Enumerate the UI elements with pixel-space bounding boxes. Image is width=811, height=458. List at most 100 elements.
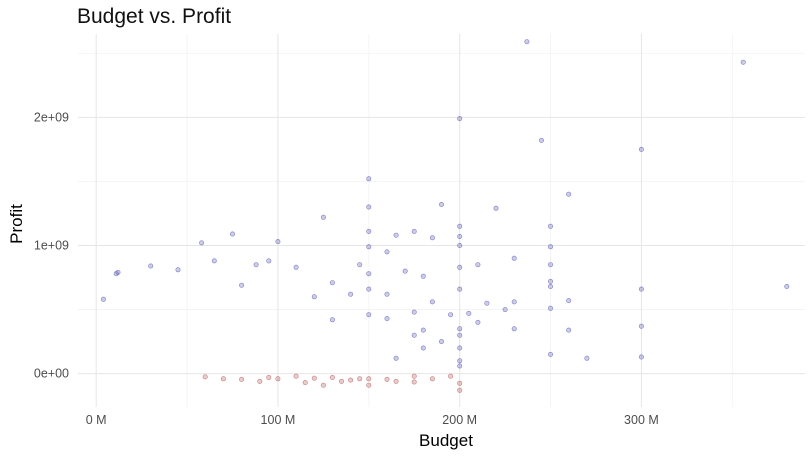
data-point — [311, 294, 317, 300]
data-point — [411, 379, 417, 385]
data-point — [199, 240, 205, 246]
x-tick-label: 100 M — [261, 413, 296, 427]
data-point — [329, 280, 335, 286]
data-point — [457, 116, 463, 122]
data-point — [429, 235, 435, 241]
data-point — [275, 239, 281, 245]
data-point — [438, 202, 444, 208]
data-point — [438, 339, 444, 345]
data-point — [538, 137, 544, 143]
x-tick-label: 0 M — [86, 413, 107, 427]
data-point — [457, 380, 463, 386]
data-point — [239, 282, 245, 288]
data-point — [420, 327, 426, 333]
data-point — [584, 355, 590, 361]
data-point — [420, 345, 426, 351]
data-point — [784, 283, 790, 289]
chart-title: Budget vs. Profit — [77, 5, 232, 28]
data-point — [638, 286, 644, 292]
data-point — [457, 363, 463, 369]
data-point — [320, 382, 326, 388]
data-point — [457, 234, 463, 240]
x-tick-label: 200 M — [442, 413, 477, 427]
data-point — [384, 316, 390, 322]
data-point — [566, 191, 572, 197]
data-point — [524, 39, 530, 45]
data-point — [511, 299, 517, 305]
data-point — [266, 374, 272, 380]
data-point — [393, 378, 399, 384]
data-point — [429, 299, 435, 305]
data-point — [366, 376, 372, 382]
data-point — [475, 319, 481, 325]
data-point — [457, 286, 463, 292]
data-point — [239, 376, 245, 382]
y-tick-label: 0e+00 — [34, 367, 69, 381]
data-point — [329, 317, 335, 323]
data-point — [547, 278, 553, 284]
data-point — [502, 307, 508, 313]
data-point — [547, 223, 553, 229]
data-point — [329, 374, 335, 380]
data-point — [366, 244, 372, 250]
data-point — [547, 351, 553, 357]
data-point — [466, 310, 472, 316]
data-point — [357, 262, 363, 268]
x-tick-label: 300 M — [624, 413, 659, 427]
data-point — [393, 232, 399, 238]
data-point — [275, 376, 281, 382]
data-point — [547, 244, 553, 250]
data-point — [115, 269, 121, 275]
data-point — [420, 273, 426, 279]
y-tick-label: 2e+09 — [34, 110, 69, 124]
data-point — [175, 267, 181, 273]
data-point — [457, 387, 463, 393]
data-point — [411, 309, 417, 315]
data-point — [638, 354, 644, 360]
data-point — [429, 376, 435, 382]
data-point — [384, 249, 390, 255]
data-point — [411, 373, 417, 379]
data-point — [547, 305, 553, 311]
data-point — [638, 323, 644, 329]
data-point — [230, 231, 236, 237]
data-point — [448, 373, 454, 379]
data-point — [457, 243, 463, 249]
data-point — [357, 376, 363, 382]
y-tick-label: 1e+09 — [34, 238, 69, 252]
data-point — [566, 298, 572, 304]
data-point — [566, 327, 572, 333]
data-point — [320, 214, 326, 220]
data-point — [113, 271, 119, 277]
data-point — [475, 262, 481, 268]
data-point — [257, 378, 263, 384]
data-point — [547, 283, 553, 289]
data-point — [302, 380, 308, 386]
x-axis-ticks: 0 M 100 M 200 M 300 M — [86, 413, 659, 427]
data-point — [293, 264, 299, 270]
data-point — [348, 291, 354, 297]
data-point — [511, 255, 517, 261]
data-points — [100, 39, 790, 393]
data-point — [366, 228, 372, 234]
data-point — [457, 345, 463, 351]
x-axis-title: Budget — [419, 431, 473, 450]
data-point — [740, 59, 746, 65]
data-point — [411, 228, 417, 234]
data-point — [457, 332, 463, 338]
data-point — [511, 326, 517, 332]
data-point — [457, 326, 463, 332]
y-axis-ticks: 0e+00 1e+09 2e+09 — [34, 110, 69, 380]
data-point — [547, 262, 553, 268]
data-point — [393, 355, 399, 361]
data-point — [220, 376, 226, 382]
grid-lines — [78, 34, 805, 407]
data-point — [484, 300, 490, 306]
data-point — [457, 358, 463, 364]
data-point — [293, 373, 299, 379]
data-point — [448, 312, 454, 318]
y-axis-title: Profit — [7, 204, 26, 244]
data-point — [638, 146, 644, 152]
data-point — [402, 268, 408, 274]
